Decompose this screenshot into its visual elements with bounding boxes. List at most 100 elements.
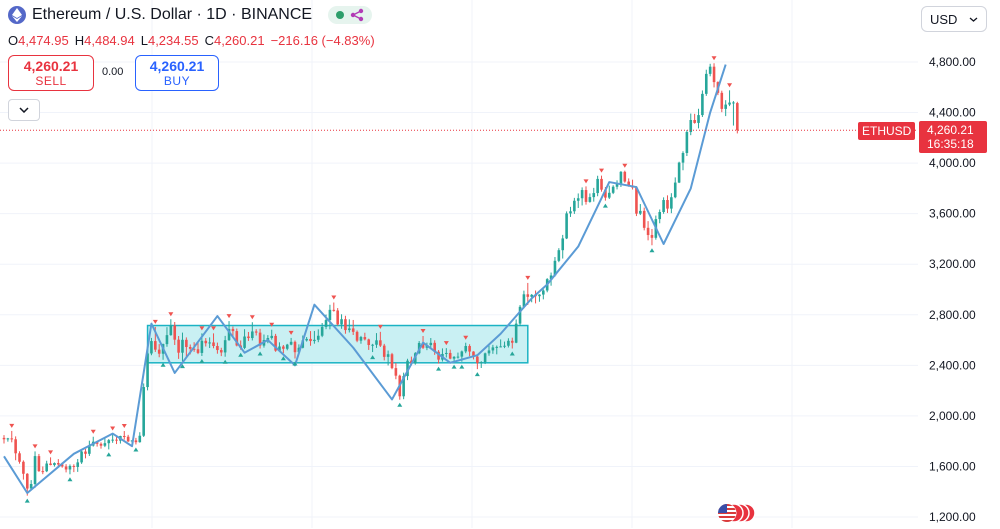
market-open-dot-icon bbox=[336, 11, 345, 19]
ohlc-change: −216.16 (−4.83%) bbox=[270, 33, 375, 48]
sell-price: 4,260.21 bbox=[23, 58, 79, 74]
candle-body bbox=[604, 189, 607, 198]
candle-body bbox=[359, 337, 363, 341]
candle-body bbox=[49, 463, 52, 466]
candle-body bbox=[111, 439, 114, 441]
pivot-high-marker bbox=[331, 295, 337, 300]
ethereum-icon bbox=[8, 6, 26, 24]
candle-body bbox=[22, 461, 25, 474]
candle-body bbox=[429, 342, 433, 346]
pivot-low-marker bbox=[474, 372, 480, 377]
price-tick-label: 1,600.00 bbox=[929, 459, 976, 473]
candle-body bbox=[10, 438, 14, 440]
candle-body bbox=[80, 451, 83, 463]
candle-body bbox=[324, 320, 328, 327]
pivot-high-marker bbox=[711, 56, 717, 61]
price-tick-label: 2,800.00 bbox=[929, 308, 976, 322]
candle-body bbox=[580, 190, 584, 199]
candle-body bbox=[332, 309, 336, 311]
candle-body bbox=[60, 464, 64, 467]
candle-body bbox=[134, 440, 138, 443]
candle-body bbox=[348, 328, 351, 331]
price-tick-label: 1,200.00 bbox=[929, 510, 976, 524]
candle-body bbox=[169, 325, 173, 336]
candle-body bbox=[258, 332, 262, 346]
symbol-title[interactable]: Ethereum / U.S. Dollar · 1D · BINANCE bbox=[32, 6, 313, 23]
candle-body bbox=[2, 437, 6, 440]
candle-body bbox=[192, 348, 196, 350]
candle-body bbox=[41, 471, 45, 473]
candle-body bbox=[530, 294, 533, 297]
candle-body bbox=[231, 328, 235, 332]
pivot-high-marker bbox=[288, 330, 294, 335]
candle-body bbox=[557, 250, 561, 261]
pivot-low-marker bbox=[397, 402, 403, 407]
candle-body bbox=[437, 351, 440, 360]
pivot-high-marker bbox=[443, 341, 449, 346]
candle-body bbox=[460, 351, 464, 357]
pivot-low-marker bbox=[133, 447, 139, 452]
chevron-down-icon bbox=[19, 107, 29, 113]
pivot-low-marker bbox=[649, 248, 655, 253]
candle-body bbox=[150, 341, 153, 354]
candle-body bbox=[57, 463, 60, 465]
chart-header: Ethereum / U.S. Dollar · 1D · BINANCE bbox=[8, 6, 373, 24]
candle-body bbox=[154, 341, 157, 350]
candle-body bbox=[367, 339, 371, 345]
price-tick-label: 3,200.00 bbox=[929, 257, 976, 271]
candle-body bbox=[394, 368, 398, 376]
ohlc-close: C4,260.21 bbox=[204, 33, 265, 48]
candle-body bbox=[472, 351, 475, 357]
candle-body bbox=[483, 353, 487, 363]
indicator-pill[interactable] bbox=[328, 6, 373, 24]
currency-select[interactable]: USD bbox=[921, 6, 987, 32]
us-flag-icon[interactable] bbox=[716, 502, 756, 524]
pivot-low-marker bbox=[280, 356, 286, 361]
candle-body bbox=[584, 190, 588, 202]
candle-body bbox=[29, 484, 33, 489]
candle-body bbox=[223, 340, 227, 353]
candle-body bbox=[165, 335, 169, 345]
pivot-high-marker bbox=[168, 312, 174, 317]
candle-body bbox=[646, 227, 650, 236]
pivot-low-marker bbox=[160, 362, 166, 367]
candle-body bbox=[697, 115, 700, 123]
candle-body bbox=[468, 345, 471, 352]
pivot-high-marker bbox=[9, 423, 15, 428]
candle-body bbox=[639, 210, 642, 214]
zigzag-polyline bbox=[3, 64, 727, 494]
candle-body bbox=[642, 210, 646, 228]
pivot-low-marker bbox=[199, 358, 205, 363]
candle-body bbox=[340, 319, 343, 325]
candle-body bbox=[181, 339, 184, 353]
candle-body bbox=[708, 66, 712, 74]
candle-body bbox=[14, 439, 17, 454]
candle-body bbox=[611, 186, 615, 193]
candle-body bbox=[266, 338, 270, 341]
candle-body bbox=[650, 235, 654, 238]
buy-button[interactable]: 4,260.21 BUY bbox=[135, 55, 219, 91]
candle-body bbox=[491, 347, 495, 351]
candle-body bbox=[522, 294, 526, 307]
collapse-button[interactable] bbox=[8, 99, 40, 121]
candle-body bbox=[363, 337, 367, 340]
candle-body bbox=[76, 462, 80, 467]
pivot-high-marker bbox=[121, 424, 127, 429]
sell-button[interactable]: 4,260.21 SELL bbox=[8, 55, 94, 91]
candle-body bbox=[569, 211, 572, 214]
pivot-high-marker bbox=[211, 326, 217, 331]
candle-body bbox=[677, 162, 681, 183]
candle-body bbox=[433, 342, 436, 352]
symbol-tag: ETHUSD bbox=[858, 122, 916, 140]
price-tick-label: 3,600.00 bbox=[929, 207, 976, 221]
pivot-low-marker bbox=[222, 359, 228, 364]
currency-value: USD bbox=[930, 11, 958, 27]
candle-body bbox=[526, 294, 530, 297]
pivot-low-marker bbox=[451, 364, 457, 369]
pivot-low-marker bbox=[179, 364, 185, 369]
candle-body bbox=[615, 183, 619, 187]
candle-body bbox=[701, 93, 704, 116]
pivot-high-marker bbox=[420, 329, 426, 334]
candle-body bbox=[452, 356, 456, 359]
